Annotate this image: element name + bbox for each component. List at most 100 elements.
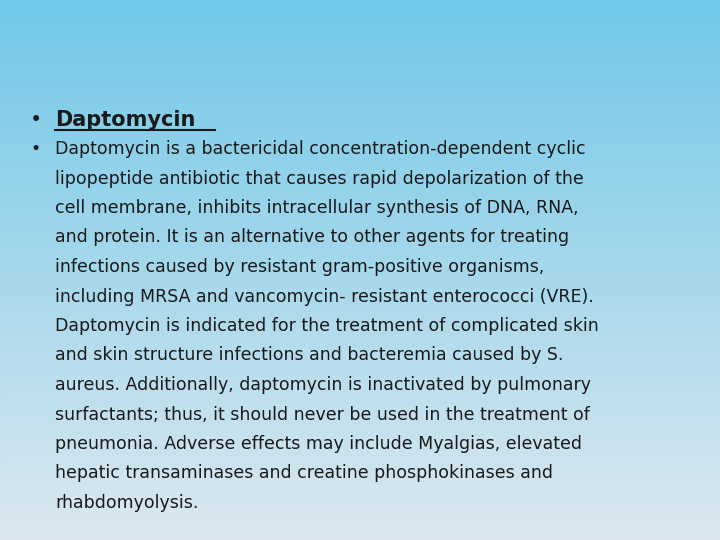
Bar (0, 516, 720, 518)
Bar (0, 491, 720, 494)
Bar (0, 381, 720, 383)
Bar (0, 167, 720, 170)
Bar (0, 57, 720, 59)
Bar (0, 316, 720, 319)
Bar (0, 454, 720, 456)
Bar (0, 262, 720, 265)
Bar (0, 338, 720, 340)
Bar (0, 162, 720, 165)
Bar (0, 194, 720, 197)
Text: cell membrane, inhibits intracellular synthesis of DNA, RNA,: cell membrane, inhibits intracellular sy… (55, 199, 579, 217)
Bar (0, 456, 720, 459)
Bar (0, 462, 720, 464)
Bar (0, 281, 720, 284)
Bar (0, 124, 720, 127)
Bar (0, 230, 720, 232)
Bar (0, 400, 720, 402)
Bar (0, 467, 720, 470)
Text: •: • (30, 110, 42, 130)
Text: hepatic transaminases and creatine phosphokinases and: hepatic transaminases and creatine phosp… (55, 464, 553, 483)
Bar (0, 113, 720, 116)
Bar (0, 16, 720, 19)
Bar (0, 343, 720, 346)
Bar (0, 254, 720, 256)
Bar (0, 397, 720, 400)
Bar (0, 421, 720, 424)
Bar (0, 308, 720, 310)
Bar (0, 305, 720, 308)
Bar (0, 86, 720, 89)
Bar (0, 502, 720, 505)
Bar (0, 464, 720, 467)
Bar (0, 46, 720, 49)
Bar (0, 165, 720, 167)
Bar (0, 116, 720, 119)
Bar (0, 346, 720, 348)
Bar (0, 227, 720, 229)
Bar (0, 108, 720, 111)
Bar (0, 103, 720, 105)
Bar (0, 481, 720, 483)
Bar (0, 32, 720, 35)
Bar (0, 472, 720, 475)
Bar (0, 275, 720, 278)
Bar (0, 405, 720, 408)
Text: including MRSA and vancomycin- resistant enterococci (VRE).: including MRSA and vancomycin- resistant… (55, 287, 594, 306)
Bar (0, 68, 720, 70)
Bar (0, 383, 720, 386)
Bar (0, 27, 720, 30)
Bar (0, 143, 720, 146)
Bar (0, 273, 720, 275)
Bar (0, 508, 720, 510)
Bar (0, 105, 720, 108)
Bar (0, 364, 720, 367)
Bar (0, 297, 720, 300)
Bar (0, 43, 720, 46)
Bar (0, 483, 720, 486)
Bar (0, 278, 720, 281)
Bar (0, 221, 720, 224)
Bar (0, 151, 720, 154)
Bar (0, 394, 720, 397)
Bar (0, 111, 720, 113)
Bar (0, 65, 720, 68)
Bar (0, 132, 720, 135)
Bar (0, 329, 720, 332)
Bar (0, 211, 720, 213)
Bar (0, 8, 720, 11)
Bar (0, 408, 720, 410)
Bar (0, 76, 720, 78)
Bar (0, 178, 720, 181)
Bar (0, 532, 720, 535)
Bar (0, 208, 720, 211)
Bar (0, 267, 720, 270)
Bar (0, 478, 720, 481)
Bar (0, 351, 720, 354)
Bar (0, 51, 720, 54)
Bar (0, 470, 720, 472)
Bar (0, 443, 720, 445)
Bar (0, 494, 720, 497)
Bar (0, 300, 720, 302)
Bar (0, 497, 720, 500)
Bar (0, 459, 720, 462)
Bar (0, 35, 720, 38)
Bar (0, 370, 720, 373)
Bar (0, 73, 720, 76)
Bar (0, 537, 720, 540)
Bar (0, 429, 720, 432)
Bar (0, 294, 720, 297)
Bar (0, 259, 720, 262)
Bar (0, 213, 720, 216)
Bar (0, 59, 720, 62)
Bar (0, 416, 720, 418)
Bar (0, 146, 720, 148)
Bar (0, 367, 720, 370)
Bar (0, 205, 720, 208)
Text: •: • (30, 140, 40, 158)
Bar (0, 356, 720, 359)
Bar (0, 186, 720, 189)
Bar (0, 251, 720, 254)
Bar (0, 437, 720, 440)
Bar (0, 321, 720, 324)
